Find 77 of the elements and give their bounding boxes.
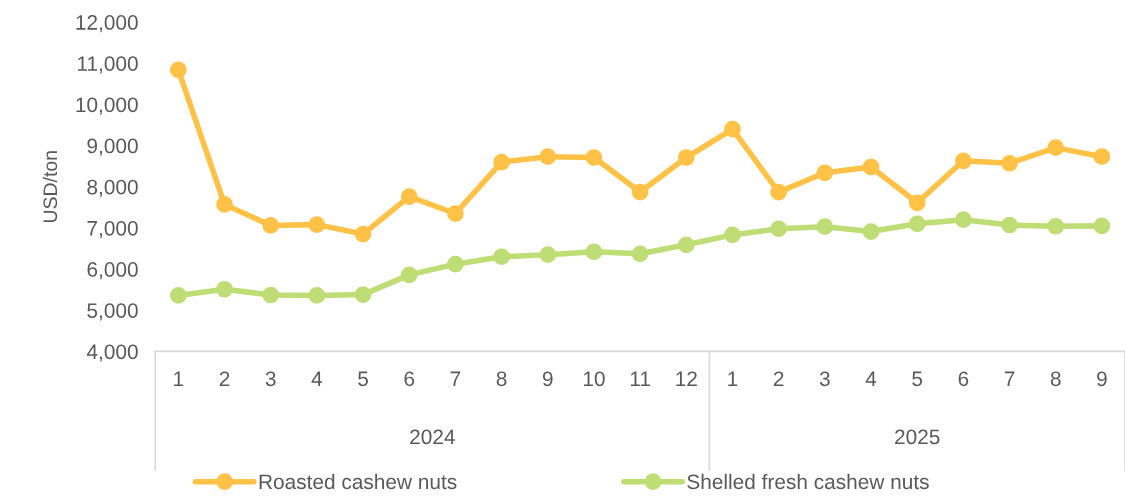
point: [816, 164, 834, 182]
x-tick-label: 9: [1097, 371, 1107, 387]
point: [262, 217, 280, 234]
x-tick-label: 8: [496, 371, 507, 387]
x-tick-label: 9: [542, 371, 553, 387]
point: [724, 226, 741, 244]
x-tick-label: 1: [728, 371, 738, 386]
x-tick-label: 6: [958, 371, 969, 387]
x-tick-label: 6: [404, 371, 415, 387]
point: [631, 245, 649, 263]
x-tick-label: 11: [630, 371, 650, 386]
point: [493, 248, 510, 266]
y-tick-label: 9,000: [87, 138, 138, 156]
x-tick-label: 10: [583, 371, 605, 387]
x-tick-label: 12: [676, 371, 697, 386]
x-tick-label: 2: [773, 371, 784, 386]
x-tick-label: 5: [912, 371, 923, 387]
point: [677, 149, 695, 166]
point: [908, 215, 926, 233]
point: [770, 183, 787, 201]
y-tick-label: 12,000: [76, 15, 138, 33]
point: [862, 158, 880, 176]
legend-label: Roasted cashew nuts: [259, 473, 457, 490]
x-tick-label: 2: [219, 371, 230, 386]
point: [862, 223, 880, 240]
legend-label: Shelled fresh cashew nuts: [687, 473, 929, 490]
x-tick-label: 7: [1004, 371, 1015, 386]
point: [400, 188, 418, 205]
x-tick-label: 7: [450, 371, 461, 386]
point: [539, 246, 557, 263]
point: [308, 216, 326, 233]
y-tick-label: 4,000: [86, 344, 138, 362]
point: [955, 152, 972, 170]
text: 2024: [410, 429, 455, 445]
point: [447, 205, 464, 222]
point: [262, 286, 280, 304]
point: [1047, 139, 1065, 156]
x-tick-label: 4: [311, 371, 323, 386]
point: [1093, 148, 1111, 166]
point: [216, 280, 233, 298]
x-tick-label: 5: [358, 371, 368, 387]
point: [354, 286, 372, 303]
x-tick-label: 1: [174, 371, 184, 386]
text: 2025: [895, 429, 940, 445]
point: [447, 255, 464, 273]
point: [354, 225, 372, 243]
point: [955, 211, 972, 229]
point: [1093, 217, 1111, 235]
y-tick-label: 10,000: [76, 97, 138, 115]
point: [908, 194, 926, 212]
point: [216, 196, 233, 213]
point: [816, 218, 834, 236]
point: [400, 266, 418, 284]
point: [1001, 154, 1018, 172]
point: [677, 236, 695, 254]
y-tick-label: 8,000: [87, 179, 138, 197]
point: [170, 287, 187, 304]
y-tick-label: 11,000: [77, 56, 138, 74]
y-tick-label: 7,000: [87, 220, 138, 239]
point: [308, 287, 326, 304]
point: [724, 120, 741, 138]
point: [631, 183, 649, 201]
point: [1047, 217, 1065, 235]
point: [1001, 216, 1018, 234]
y-tick-label: 6,000: [87, 262, 138, 280]
x-tick-label: 3: [819, 371, 830, 387]
point: [770, 220, 787, 238]
point: [539, 148, 557, 166]
point: [585, 149, 603, 166]
x-tick-label: 3: [265, 371, 276, 387]
point: [170, 61, 187, 79]
point: [493, 153, 510, 171]
y-tick-label: 5,000: [87, 303, 138, 321]
x-tick-label: 8: [1050, 371, 1061, 387]
y-axis-title: USD/ton: [42, 151, 58, 222]
point: [585, 243, 603, 261]
x-tick-label: 4: [865, 371, 877, 386]
